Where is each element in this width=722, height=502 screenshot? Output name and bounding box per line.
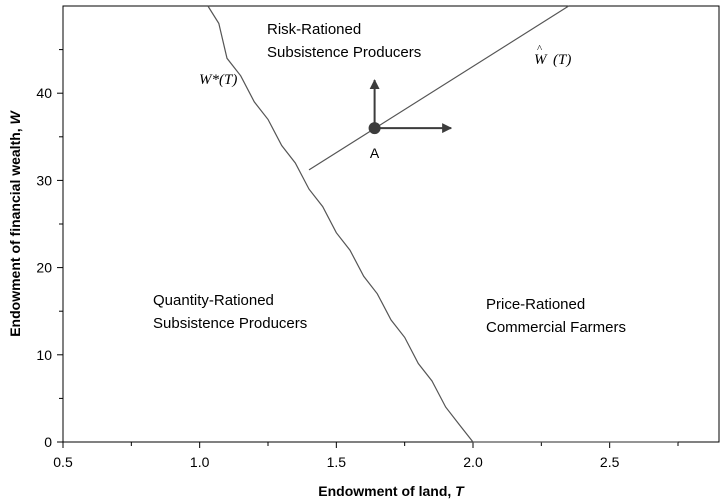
region-label-risk-line1: Risk-Rationed xyxy=(267,21,361,38)
x-tick-label: 1.5 xyxy=(327,454,347,470)
series-group xyxy=(207,5,678,443)
y-tick-label: 40 xyxy=(36,85,52,101)
curve-label-what-main: W xyxy=(534,52,548,68)
plot-frame xyxy=(62,5,720,443)
series-what-line xyxy=(308,5,570,171)
series-wstar-line xyxy=(207,5,678,443)
region-label-risk-line2: Subsistence Producers xyxy=(267,44,421,61)
region-label-quantity-line1: Quantity-Rationed xyxy=(153,292,274,309)
region-label-quantity-line2: Subsistence Producers xyxy=(153,315,307,332)
curve-label-wstar: W*(T) xyxy=(199,72,237,88)
x-tick-label: 1.0 xyxy=(190,454,210,470)
point-a-marker xyxy=(368,122,381,135)
y-tick-label: 30 xyxy=(36,172,52,188)
curve-label-what: W ^ (T) xyxy=(534,43,571,68)
curve-label-what-hat: ^ xyxy=(537,43,543,55)
x-tick-label: 0.5 xyxy=(53,454,73,470)
axis-ticks: 0.5 1.0 1.5 2.0 2.5 0 10 20 30 40 xyxy=(36,49,679,470)
region-label-price-line2: Commercial Farmers xyxy=(486,319,626,336)
curve-label-what-arg: (T) xyxy=(553,52,571,68)
region-label-price-line1: Price-Rationed xyxy=(486,296,585,313)
y-tick-label: 0 xyxy=(44,434,52,450)
annotations: A xyxy=(368,79,453,161)
y-axis-title: Endowment of financial wealth, W xyxy=(7,109,23,336)
y-tick-label: 10 xyxy=(36,347,52,363)
x-tick-label: 2.5 xyxy=(600,454,620,470)
point-a-label: A xyxy=(370,145,380,161)
x-axis-title: Endowment of land, T xyxy=(318,483,465,499)
x-tick-label: 2.0 xyxy=(463,454,483,470)
y-tick-label: 20 xyxy=(36,260,52,276)
